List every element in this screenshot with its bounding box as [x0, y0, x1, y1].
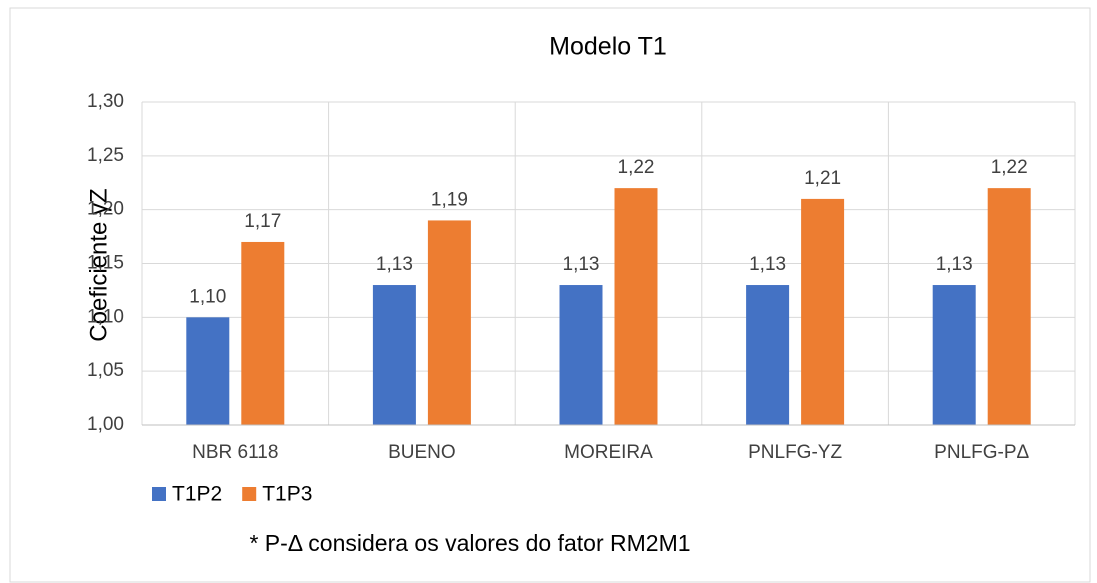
bar — [746, 285, 790, 425]
y-tick-label: 1,30 — [87, 91, 124, 112]
legend-label: T1P3 — [262, 483, 312, 506]
data-label: 1,22 — [991, 157, 1028, 178]
data-label: 1,21 — [804, 168, 841, 189]
y-tick-label: 1,00 — [87, 414, 124, 435]
bar — [186, 317, 230, 425]
y-tick-label: 1,25 — [87, 145, 124, 166]
legend-label: T1P2 — [172, 483, 222, 506]
data-label: 1,13 — [563, 254, 600, 275]
x-tick-label: PNLFG-PΔ — [934, 442, 1029, 463]
data-label: 1,13 — [376, 254, 413, 275]
y-tick-label: 1,05 — [87, 360, 124, 381]
bar — [614, 188, 658, 425]
data-label: 1,22 — [618, 157, 655, 178]
chart-title: Modelo T1 — [549, 33, 667, 61]
y-axis-label: Coeficiente γZ — [85, 188, 112, 341]
x-tick-label: BUENO — [388, 442, 456, 463]
data-label: 1,19 — [431, 189, 468, 210]
chart-frame — [9, 7, 1091, 583]
data-label: 1,13 — [936, 254, 973, 275]
bar — [559, 285, 603, 425]
y-tick-label: 1,15 — [87, 253, 124, 274]
bar — [427, 220, 471, 425]
bar — [987, 188, 1031, 425]
data-label: 1,13 — [749, 254, 786, 275]
footnote: * P-Δ considera os valores do fator RM2M… — [249, 530, 690, 556]
bar — [801, 198, 845, 425]
bar — [241, 241, 285, 425]
y-tick-label: 1,10 — [87, 306, 124, 327]
legend-swatch — [242, 487, 257, 501]
x-tick-label: NBR 6118 — [192, 442, 278, 463]
y-tick-label: 1,20 — [87, 199, 124, 220]
x-tick-label: PNLFG-YZ — [748, 442, 842, 463]
bar — [932, 285, 976, 425]
legend-swatch — [152, 487, 166, 501]
bar — [372, 285, 416, 425]
data-label: 1,17 — [244, 211, 281, 232]
data-label: 1,10 — [189, 286, 226, 307]
x-tick-label: MOREIRA — [564, 442, 653, 463]
